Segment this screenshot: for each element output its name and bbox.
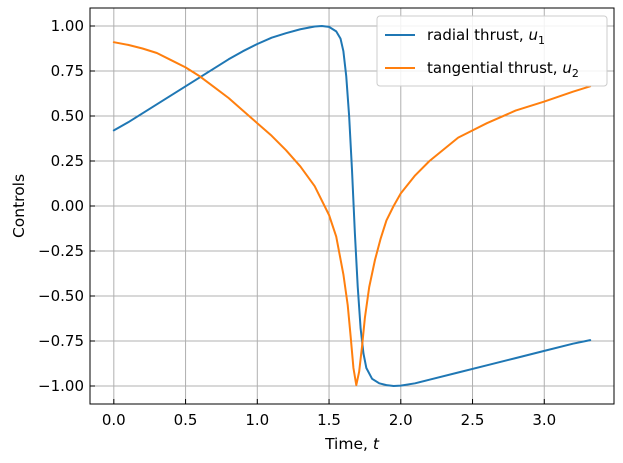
y-tick-label: 0.50 [51, 107, 84, 125]
series-layer [112, 25, 592, 387]
plot-frame [89, 7, 615, 405]
x-tick-label: 1.0 [245, 411, 269, 429]
y-tick-label: 0.00 [51, 197, 84, 215]
series-line-radial-thrust [112, 25, 592, 387]
y-tick-label: −1.00 [38, 377, 84, 395]
x-tick-label: 2.5 [461, 411, 485, 429]
axis-ticks [90, 25, 545, 404]
x-tick-label: 2.0 [389, 411, 413, 429]
legend-entry-radial-thrust: radial thrust, u1 [427, 26, 545, 47]
tick-labels: 0.0 0.5 1.0 1.5 2.0 2.5 3.0 1.00 0.75 0.50 0.25 0.0… [38, 17, 556, 429]
y-tick-label: 0.25 [51, 152, 84, 170]
y-axis-label: Controls [10, 174, 28, 238]
x-tick-label: 3.0 [532, 411, 556, 429]
y-tick-label: −0.25 [38, 242, 84, 260]
x-tick-label: 0.0 [102, 411, 126, 429]
x-tick-label: 1.5 [317, 411, 341, 429]
y-tick-label: 1.00 [51, 17, 84, 35]
y-tick-label: 0.75 [51, 62, 84, 80]
y-tick-label: −0.75 [38, 332, 84, 350]
legend: radial thrust, u1 tangential thrust, u2 [376, 15, 608, 87]
x-axis-label: Time, t [324, 435, 380, 453]
x-tick-label: 0.5 [174, 411, 198, 429]
legend-box [376, 15, 608, 87]
series-line-tangential-thrust [112, 41, 592, 387]
y-tick-label: −0.50 [38, 287, 84, 305]
legend-entry-tangential-thrust: tangential thrust, u2 [427, 59, 579, 80]
